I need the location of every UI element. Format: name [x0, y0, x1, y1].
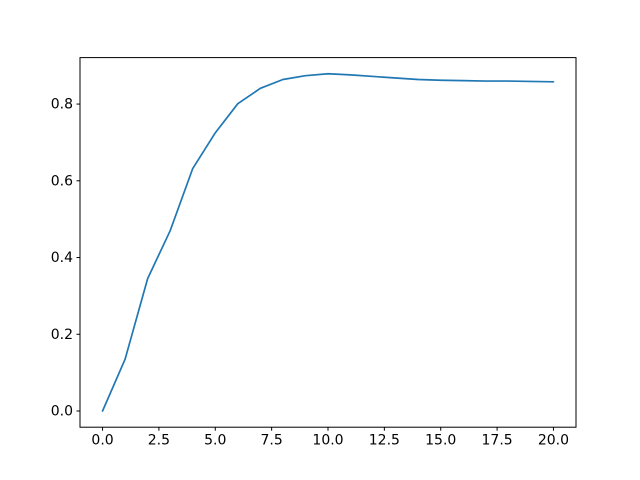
x-tick-label: 17.5 — [482, 433, 513, 449]
plot-area — [79, 57, 577, 428]
y-tick-label: 0.4 — [51, 250, 73, 266]
x-tick-label: 2.5 — [148, 433, 170, 449]
axes-spines — [79, 57, 577, 428]
y-tick-label: 0.2 — [51, 327, 73, 343]
data-line — [101, 72, 555, 412]
x-tick-label: 5.0 — [204, 433, 226, 449]
x-tick-label: 15.0 — [425, 433, 456, 449]
y-axis: 0.0 0.2 0.4 0.6 0.8 — [51, 97, 80, 420]
x-tick-label: 7.5 — [261, 433, 283, 449]
x-tick-label: 10.0 — [312, 433, 343, 449]
y-tick-label: 0.0 — [51, 404, 73, 420]
y-tick-label: 0.8 — [51, 97, 73, 113]
y-tick-label: 0.6 — [51, 173, 73, 189]
x-axis: 0.0 2.5 5.0 7.5 10.0 12.5 15.0 17.5 20.0 — [91, 427, 569, 449]
x-tick-label: 20.0 — [538, 433, 569, 449]
x-tick-label: 0.0 — [91, 433, 113, 449]
series-layer — [101, 72, 555, 412]
x-tick-label: 12.5 — [369, 433, 400, 449]
